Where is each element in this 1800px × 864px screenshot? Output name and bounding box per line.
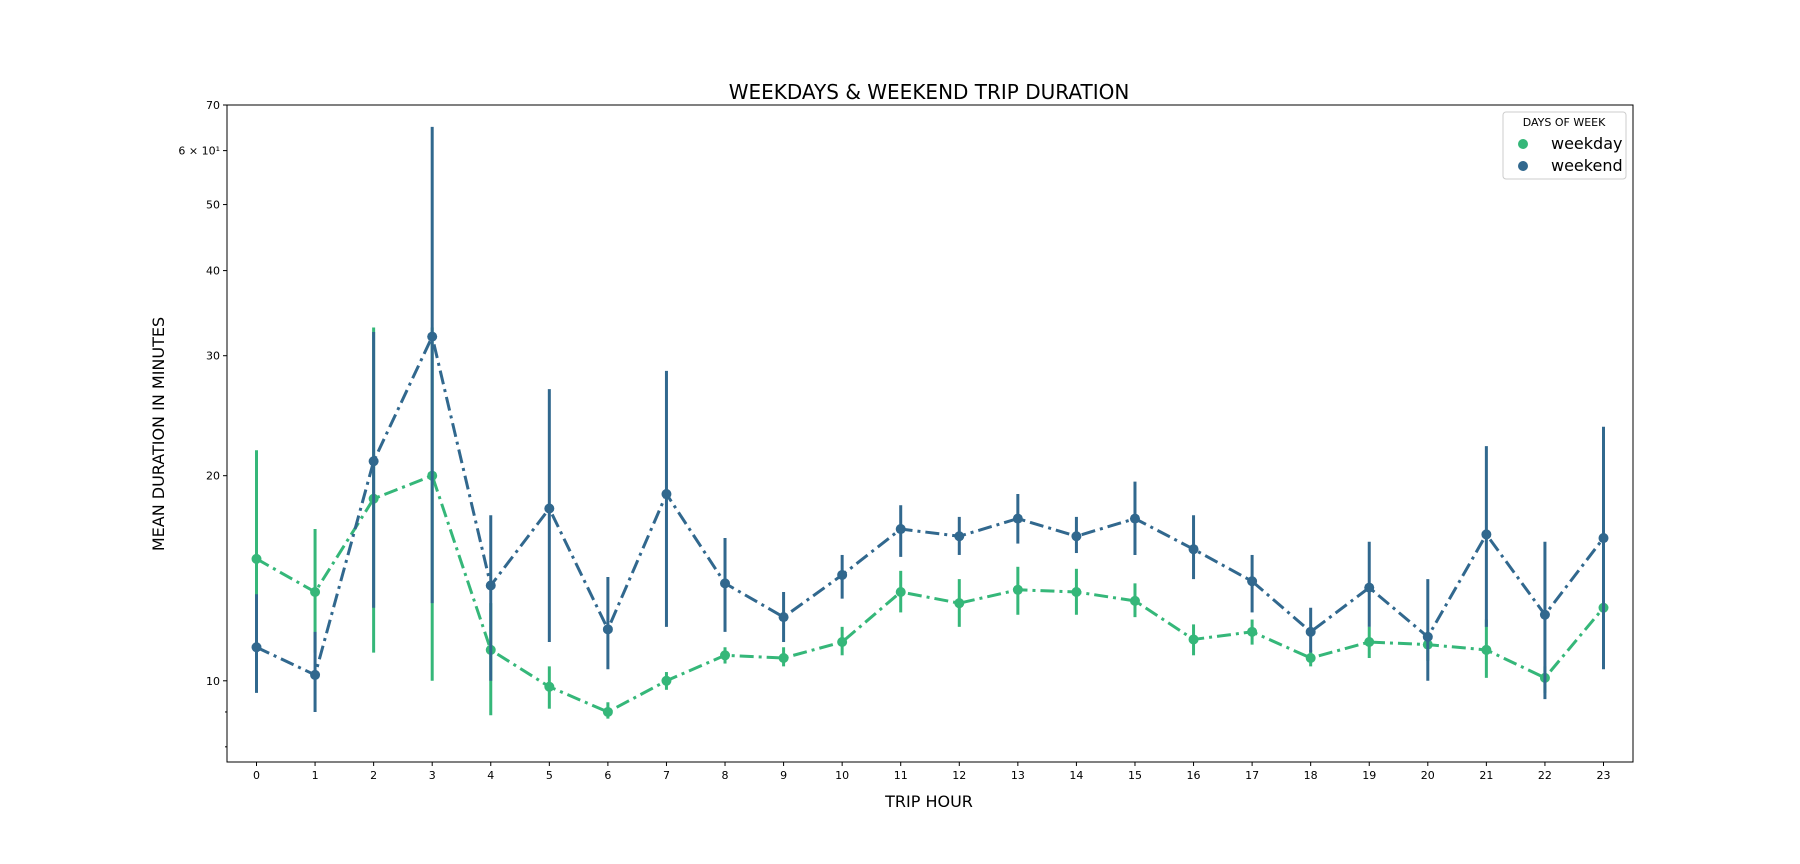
data-point [544,681,555,692]
data-point [1129,513,1140,524]
data-point [1247,576,1258,587]
data-point [778,653,789,664]
data-point [1129,595,1140,606]
data-point [720,578,731,589]
x-tick-label: 8 [722,769,729,782]
x-tick-label: 5 [546,769,553,782]
y-axis: 10 20 30 40 50 6 × 10¹ 70 [178,99,227,748]
x-tick-label: 6 [604,769,611,782]
series-line [255,474,1605,714]
x-tick-label: 13 [1011,769,1025,782]
y-tick-label: 30 [206,350,220,363]
legend-title: DAYS OF WEEK [1523,116,1606,129]
x-tick-label: 16 [1187,769,1201,782]
x-tick-label: 0 [253,769,260,782]
x-tick-label: 12 [952,769,966,782]
data-point [1188,634,1199,645]
data-point [1481,529,1492,540]
series-weekend [251,126,1609,712]
x-tick-label: 7 [663,769,670,782]
data-point [602,624,613,635]
y-tick-label: 20 [206,470,220,483]
data-point [485,580,496,591]
data-point [661,675,672,686]
legend: DAYS OF WEEK weekday weekend [1502,111,1627,180]
data-point [1012,513,1023,524]
data-point [1188,544,1199,555]
legend-marker-weekend [1518,161,1528,171]
data-point [251,642,262,653]
series-line [255,335,1605,677]
legend-marker-weekday [1518,139,1528,149]
data-point [837,569,848,580]
x-axis-label: TRIP HOUR [884,792,973,811]
legend-label-weekend: weekend [1551,156,1623,175]
x-tick-label: 2 [370,769,377,782]
data-point [368,456,379,467]
data-point [1071,531,1082,542]
x-tick-label: 3 [429,769,436,782]
y-tick-label: 40 [206,265,220,278]
x-tick-label: 23 [1597,769,1611,782]
x-tick-label: 20 [1421,769,1435,782]
data-point [1012,584,1023,595]
legend-label-weekday: weekday [1551,134,1622,153]
data-point [778,612,789,623]
data-point [895,524,906,535]
data-point [1481,644,1492,655]
y-axis-label: MEAN DURATION IN MINUTES [149,317,168,551]
plot-area [226,104,1634,763]
x-tick-label: 18 [1304,769,1318,782]
x-tick-label: 4 [487,769,494,782]
series-weekday [251,327,1609,719]
data-point [661,489,672,500]
data-point [1247,626,1258,637]
data-point [895,586,906,597]
y-tick-label: 70 [206,99,220,112]
data-point [427,331,438,342]
x-tick-label: 15 [1128,769,1142,782]
x-tick-label: 9 [780,769,787,782]
y-tick-label: 6 × 10¹ [178,145,220,158]
x-tick-label: 11 [894,769,908,782]
chart-title: WEEKDAYS & WEEKEND TRIP DURATION [729,80,1130,104]
data-point [310,669,321,680]
data-point [954,598,965,609]
data-point [1305,653,1316,664]
x-axis: 0 1 2 3 4 5 6 7 8 9 10 11 12 13 14 15 16 17 18 19 20 21 22 23 [253,762,1611,782]
data-point [1364,637,1375,648]
x-tick-label: 10 [835,769,849,782]
data-point [1305,626,1316,637]
data-point [954,531,965,542]
data-point [720,650,731,661]
x-tick-label: 22 [1538,769,1552,782]
x-tick-label: 1 [312,769,319,782]
data-point [1422,631,1433,642]
data-point [310,586,321,597]
y-tick-label: 10 [206,675,220,688]
x-tick-label: 17 [1245,769,1259,782]
legend-box [1502,111,1627,180]
x-tick-label: 21 [1479,769,1493,782]
data-point [837,637,848,648]
data-point [1598,533,1609,544]
data-point [602,706,613,717]
data-point [1364,582,1375,593]
y-tick-label: 50 [206,199,220,212]
x-tick-label: 14 [1069,769,1083,782]
series-layer [251,126,1609,719]
data-point [1071,586,1082,597]
data-point [544,503,555,514]
data-point [1539,609,1550,620]
data-point [251,553,262,564]
x-tick-label: 19 [1362,769,1376,782]
